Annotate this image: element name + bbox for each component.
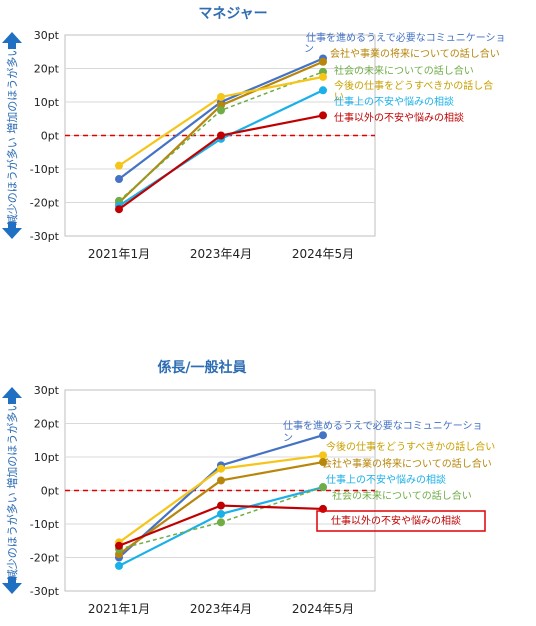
arrow-down-shaft (8, 222, 16, 228)
y-tick-label: 20pt (34, 63, 60, 76)
series-label-wrap: い (334, 92, 344, 103)
x-tick-label: 2023年4月 (190, 602, 252, 616)
y-tick-label: 0pt (41, 130, 60, 143)
series-label: 仕事を進めるうえで必要なコミュニケーショ (306, 31, 506, 44)
series-label-wrap: ン (304, 44, 314, 55)
y-tick-label: -20pt (30, 552, 60, 565)
y-tick-label: 20pt (34, 418, 60, 431)
series-label: 仕事上の不安や悩みの相談 (334, 95, 454, 108)
series-label: 社会の未来についての話し合い (334, 64, 474, 77)
arrow-down-icon (2, 583, 22, 594)
chart-title: マネジャー (198, 6, 267, 22)
y-tick-label: 10pt (34, 96, 60, 109)
series-label: 仕事以外の不安や悩みの相談 (331, 514, 461, 527)
chart-panel-2: 係長/一般社員 -30pt -20pt -10pt 0pt 10pt 20pt 30pt 202… (2, 359, 495, 616)
x-tick-label: 2024年5月 (292, 602, 354, 616)
arrow-up-shaft (8, 398, 16, 404)
data-point (115, 161, 123, 170)
data-point (319, 458, 327, 467)
y-tick-label: -10pt (30, 518, 60, 531)
y-tick-label: -30pt (30, 230, 60, 243)
series-label: 会社や事業の将来についての話し合い (330, 47, 500, 60)
data-point (217, 518, 225, 527)
x-tick-label: 2023年4月 (190, 247, 252, 261)
data-point (115, 561, 123, 570)
y-tick-label: 0pt (41, 485, 60, 498)
arrow-down-icon (2, 228, 22, 239)
y-tick-label: -10pt (30, 163, 60, 176)
series-label: 仕事上の不安や悩みの相談 (326, 473, 446, 486)
data-point (319, 72, 327, 81)
series-label: 社会の未来についての話し合い (332, 489, 472, 502)
series-label: 仕事を進めるうえで必要なコミュニケーショ (283, 419, 483, 432)
data-point (319, 483, 327, 492)
y-tick-label: 10pt (34, 451, 60, 464)
arrow-down-shaft (8, 577, 16, 583)
data-point (217, 92, 225, 101)
series-label: 仕事以外の不安や悩みの相談 (334, 111, 464, 124)
series-line (118, 114, 324, 211)
data-point (319, 86, 327, 95)
data-point (319, 431, 327, 440)
data-point (217, 501, 225, 510)
data-point (115, 541, 123, 550)
data-point (217, 106, 225, 115)
data-point (217, 464, 225, 473)
y-tick-label: -30pt (30, 585, 60, 598)
data-point (217, 131, 225, 140)
data-point (319, 111, 327, 120)
chart-panel-1: マネジャー -30pt -20pt -10pt 0pt 10pt 20pt 30pt 2021年… (2, 6, 506, 261)
data-point (217, 476, 225, 485)
series-line (118, 486, 324, 567)
x-tick-label: 2021年1月 (88, 247, 150, 261)
data-point (319, 57, 327, 66)
data-point (115, 205, 123, 214)
y-tick-label: 30pt (34, 384, 60, 397)
series-label-wrap: ン (283, 433, 293, 444)
chart-title: 係長/一般社員 (157, 359, 246, 376)
y-tick-label: 30pt (34, 29, 60, 42)
arrow-up-icon (2, 32, 22, 43)
series-label: 会社や事業の将来についての話し合い (322, 457, 492, 470)
series-label: 今後の仕事をどうすべきかの話し合 (334, 79, 493, 92)
data-point (319, 451, 327, 460)
y-axis-label: 減少のほうが多い 増加のほうが多い (5, 46, 19, 226)
series-line (118, 57, 324, 180)
x-tick-label: 2024年5月 (292, 247, 354, 261)
data-point (115, 175, 123, 184)
series-label: 今後の仕事をどうすべきかの話し合い (326, 440, 495, 453)
x-tick-label: 2021年1月 (88, 602, 150, 616)
series-line (118, 434, 324, 559)
y-tick-label: -20pt (30, 197, 60, 210)
highlight-box (316, 510, 486, 532)
arrow-up-icon (2, 387, 22, 398)
y-axis-label: 減少のほうが多い 増加のほうが多い (5, 401, 19, 581)
data-point (217, 509, 225, 518)
arrow-up-shaft (8, 43, 16, 49)
series-line (118, 486, 324, 550)
